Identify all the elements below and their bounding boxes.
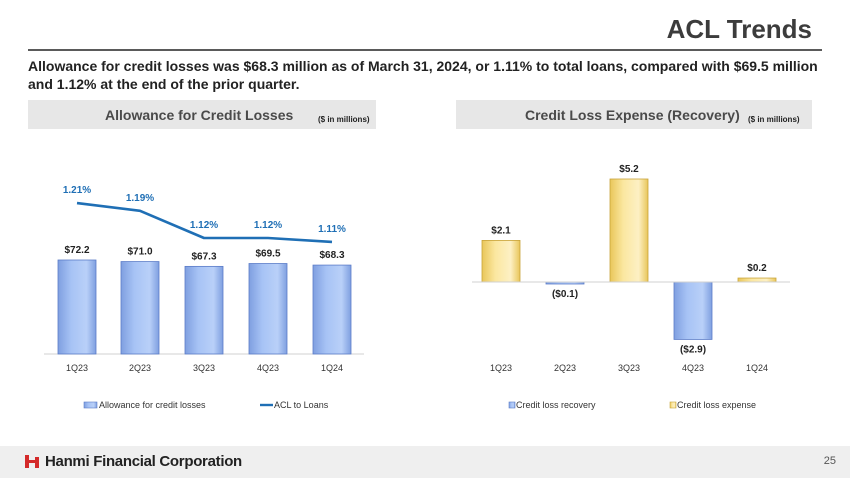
acl-legend-bar-swatch: [83, 401, 98, 409]
acl-x-tick: 2Q23: [129, 363, 151, 373]
page-number: 25: [823, 455, 836, 467]
slide-title: ACL Trends: [666, 14, 812, 44]
title-divider: [28, 49, 822, 51]
cle-bar: [609, 178, 649, 283]
acl-bar-label: $67.3: [191, 251, 216, 262]
cle-x-tick: 1Q23: [490, 363, 512, 373]
acl-pct-label: 1.12%: [190, 220, 218, 231]
cle-bar: [673, 281, 713, 340]
acl-legend-bar-label: Allowance for credit losses: [99, 400, 206, 410]
acl-bar: [184, 265, 224, 355]
acl-bar: [248, 263, 288, 355]
acl-bar-label: $69.5: [255, 249, 280, 260]
cle-panel-title: Credit Loss Expense (Recovery): [525, 107, 740, 123]
acl-x-tick: 4Q23: [257, 363, 279, 373]
acl-x-tick: 1Q24: [321, 363, 343, 373]
cle-bar-label: ($0.1): [552, 289, 578, 300]
acl-pct-label: 1.12%: [254, 220, 282, 231]
acl-bar: [120, 261, 160, 355]
acl-bar-label: $72.2: [64, 245, 89, 256]
acl-panel-title: Allowance for Credit Losses: [105, 107, 294, 123]
cle-x-tick: 2Q23: [554, 363, 576, 373]
cle-legend-recovery-label: Credit loss recovery: [516, 400, 596, 410]
cle-x-tick: 3Q23: [618, 363, 640, 373]
company-name: Hanmi Financial Corporation: [45, 453, 242, 470]
cle-bar: [737, 277, 777, 283]
cle-x-tick: 4Q23: [682, 363, 704, 373]
acl-pct-label: 1.21%: [63, 185, 91, 196]
acl-x-tick: 1Q23: [66, 363, 88, 373]
company-logo: Hanmi Financial Corporation: [24, 453, 242, 470]
cle-bar-label: $0.2: [747, 263, 767, 274]
cle-bar: [481, 240, 521, 283]
cle-bar-label: ($2.9): [680, 344, 706, 355]
cle-legend-expense-label: Credit loss expense: [677, 400, 756, 410]
acl-bar: [312, 264, 352, 355]
charts-canvas: $72.2 $71.0 $67.3 $69.5 $68.3 1.21% 1.19% 1.12%…: [44, 164, 790, 410]
cle-unit-label: ($ in millions): [748, 115, 800, 124]
acl-x-tick: 3Q23: [193, 363, 215, 373]
footer-bar: [0, 446, 850, 478]
acl-bar: [57, 259, 97, 355]
acl-legend-line-label: ACL to Loans: [274, 400, 329, 410]
hanmi-logo-icon: [25, 455, 39, 468]
cle-bar-label: $5.2: [619, 164, 639, 175]
acl-panel-header: Allowance for Credit Losses ($ in millio…: [28, 100, 376, 129]
cle-panel-header: Credit Loss Expense (Recovery) ($ in mil…: [456, 100, 812, 129]
cle-x-tick: 1Q24: [746, 363, 768, 373]
cle-legend-recovery-swatch: [508, 401, 516, 409]
summary-text: Allowance for credit losses was $68.3 mi…: [28, 58, 818, 92]
cle-bar-label: $2.1: [491, 225, 511, 236]
acl-pct-label: 1.19%: [126, 193, 154, 204]
acl-bar-label: $71.0: [127, 247, 152, 258]
acl-to-loans-line: [76, 201, 333, 244]
acl-unit-label: ($ in millions): [318, 115, 370, 124]
acl-pct-label: 1.11%: [318, 224, 346, 235]
cle-legend-expense-swatch: [669, 401, 677, 409]
acl-bar-label: $68.3: [319, 250, 344, 261]
